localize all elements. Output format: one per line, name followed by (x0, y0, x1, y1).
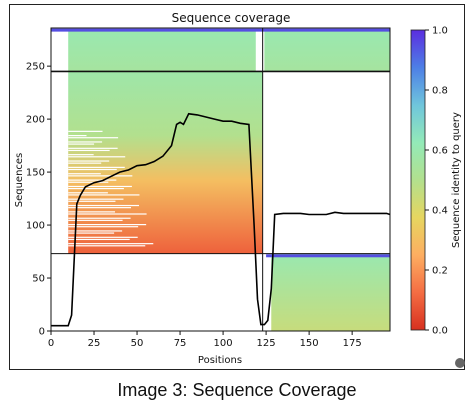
coverage-gap (68, 141, 103, 143)
coverage-gap (68, 204, 140, 207)
plot-area (50, 27, 391, 332)
coverage-gap (68, 130, 103, 132)
y-tick-label: 100 (26, 221, 45, 232)
colorbar-ticks: 0.0 0.2 0.4 0.6 0.8 1.0 (425, 26, 448, 337)
y-ticks: 0 50 100 150 200 250 (26, 62, 51, 338)
coverage-block-top-left (68, 30, 256, 72)
coverage-gap (68, 192, 108, 194)
coverage-gap (68, 137, 119, 139)
coverage-gap (68, 168, 117, 171)
coverage-gap (68, 226, 139, 228)
coverage-gap (68, 207, 132, 209)
coverage-gap (68, 213, 147, 215)
figure-frame: Sequence coverage 0 25 50 75 100 125 150 175 0 5… (9, 4, 465, 370)
x-tick-label: 75 (174, 338, 187, 349)
coverage-line (51, 112, 391, 327)
coverage-gap (68, 173, 101, 175)
x-tick-label: 50 (131, 338, 144, 349)
coverage-gap (68, 245, 146, 247)
corner-badge-icon (455, 358, 465, 368)
coverage-gap (68, 175, 133, 177)
y-tick-label: 0 (39, 327, 45, 338)
coverage-gap (68, 200, 116, 202)
coverage-gap (68, 135, 87, 137)
coverage-gap (68, 230, 123, 232)
coverage-chart: Sequence coverage 0 25 50 75 100 125 150 175 0 5… (14, 11, 462, 366)
colorbar-tick-label: 0.2 (432, 266, 448, 277)
coverage-gap (68, 143, 95, 145)
coverage-gap (68, 147, 118, 149)
coverage-gap (68, 149, 110, 152)
y-tick-label: 50 (32, 274, 45, 285)
x-tick-label: 150 (300, 338, 319, 349)
coverage-gap (68, 185, 132, 188)
coverage-gap (68, 198, 124, 200)
colorbar-label: Sequence identity to query (451, 112, 462, 248)
colorbar-tick-label: 0.6 (432, 146, 448, 157)
coverage-gap (68, 194, 140, 196)
y-tick-label: 150 (26, 168, 45, 179)
y-tick-label: 200 (26, 115, 45, 126)
coverage-line-layer (51, 112, 391, 327)
identity-band (266, 254, 390, 258)
chart-title: Sequence coverage (172, 11, 291, 25)
segment-dividers (51, 28, 390, 331)
coverage-gap (68, 236, 138, 238)
coverage-gap (68, 217, 131, 219)
colorbar-tick-label: 0.4 (432, 206, 448, 217)
identity-band (51, 28, 390, 32)
coverage-gap (68, 160, 110, 162)
coverage-gap (68, 238, 130, 241)
coverage-gap (68, 243, 154, 245)
coverage-block-bottom-right (271, 253, 390, 331)
coverage-gap (68, 166, 125, 168)
x-tick-label: 100 (214, 338, 233, 349)
y-tick-label: 250 (26, 62, 45, 73)
x-tick-label: 25 (88, 338, 101, 349)
colorbar-tick-label: 1.0 (432, 26, 448, 37)
identity-bands (51, 28, 390, 258)
colorbar-tick-label: 0.8 (432, 86, 448, 97)
coverage-gap (68, 162, 102, 164)
colorbar (410, 29, 426, 331)
coverage-gap (68, 156, 126, 158)
x-tick-label: 0 (48, 338, 54, 349)
coverage-gap (68, 187, 124, 190)
y-axis-label: Sequences (14, 153, 25, 208)
figure-caption: Image 3: Sequence Coverage (117, 380, 357, 400)
coverage-gap (68, 181, 109, 183)
x-axis-label: Positions (198, 355, 242, 366)
coverage-gap (68, 154, 94, 156)
coverage-gap (68, 211, 116, 213)
colorbar-tick-label: 0.0 (432, 326, 448, 337)
coverage-blocks (68, 30, 390, 331)
coverage-block-top-right (264, 30, 390, 72)
x-ticks: 0 25 50 75 100 125 150 175 (48, 331, 362, 349)
coverage-gap (68, 179, 117, 181)
x-tick-label: 175 (343, 338, 362, 349)
coverage-gap (68, 232, 115, 234)
coverage-gap (68, 219, 123, 221)
x-tick-label: 125 (257, 338, 276, 349)
coverage-gap (68, 223, 147, 226)
